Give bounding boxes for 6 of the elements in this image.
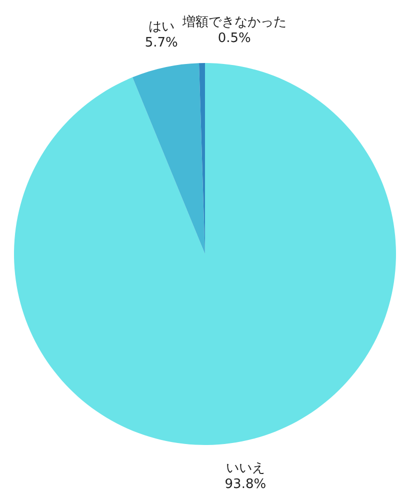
slice-label: 増額できなかった: [181, 14, 286, 30]
slice-label: いいえ: [226, 461, 265, 476]
slice-label: はい: [148, 20, 174, 35]
data-label: 93.8%: [224, 477, 266, 492]
data-label: 5.7%: [144, 36, 178, 51]
data-label: 0.5%: [218, 31, 251, 46]
